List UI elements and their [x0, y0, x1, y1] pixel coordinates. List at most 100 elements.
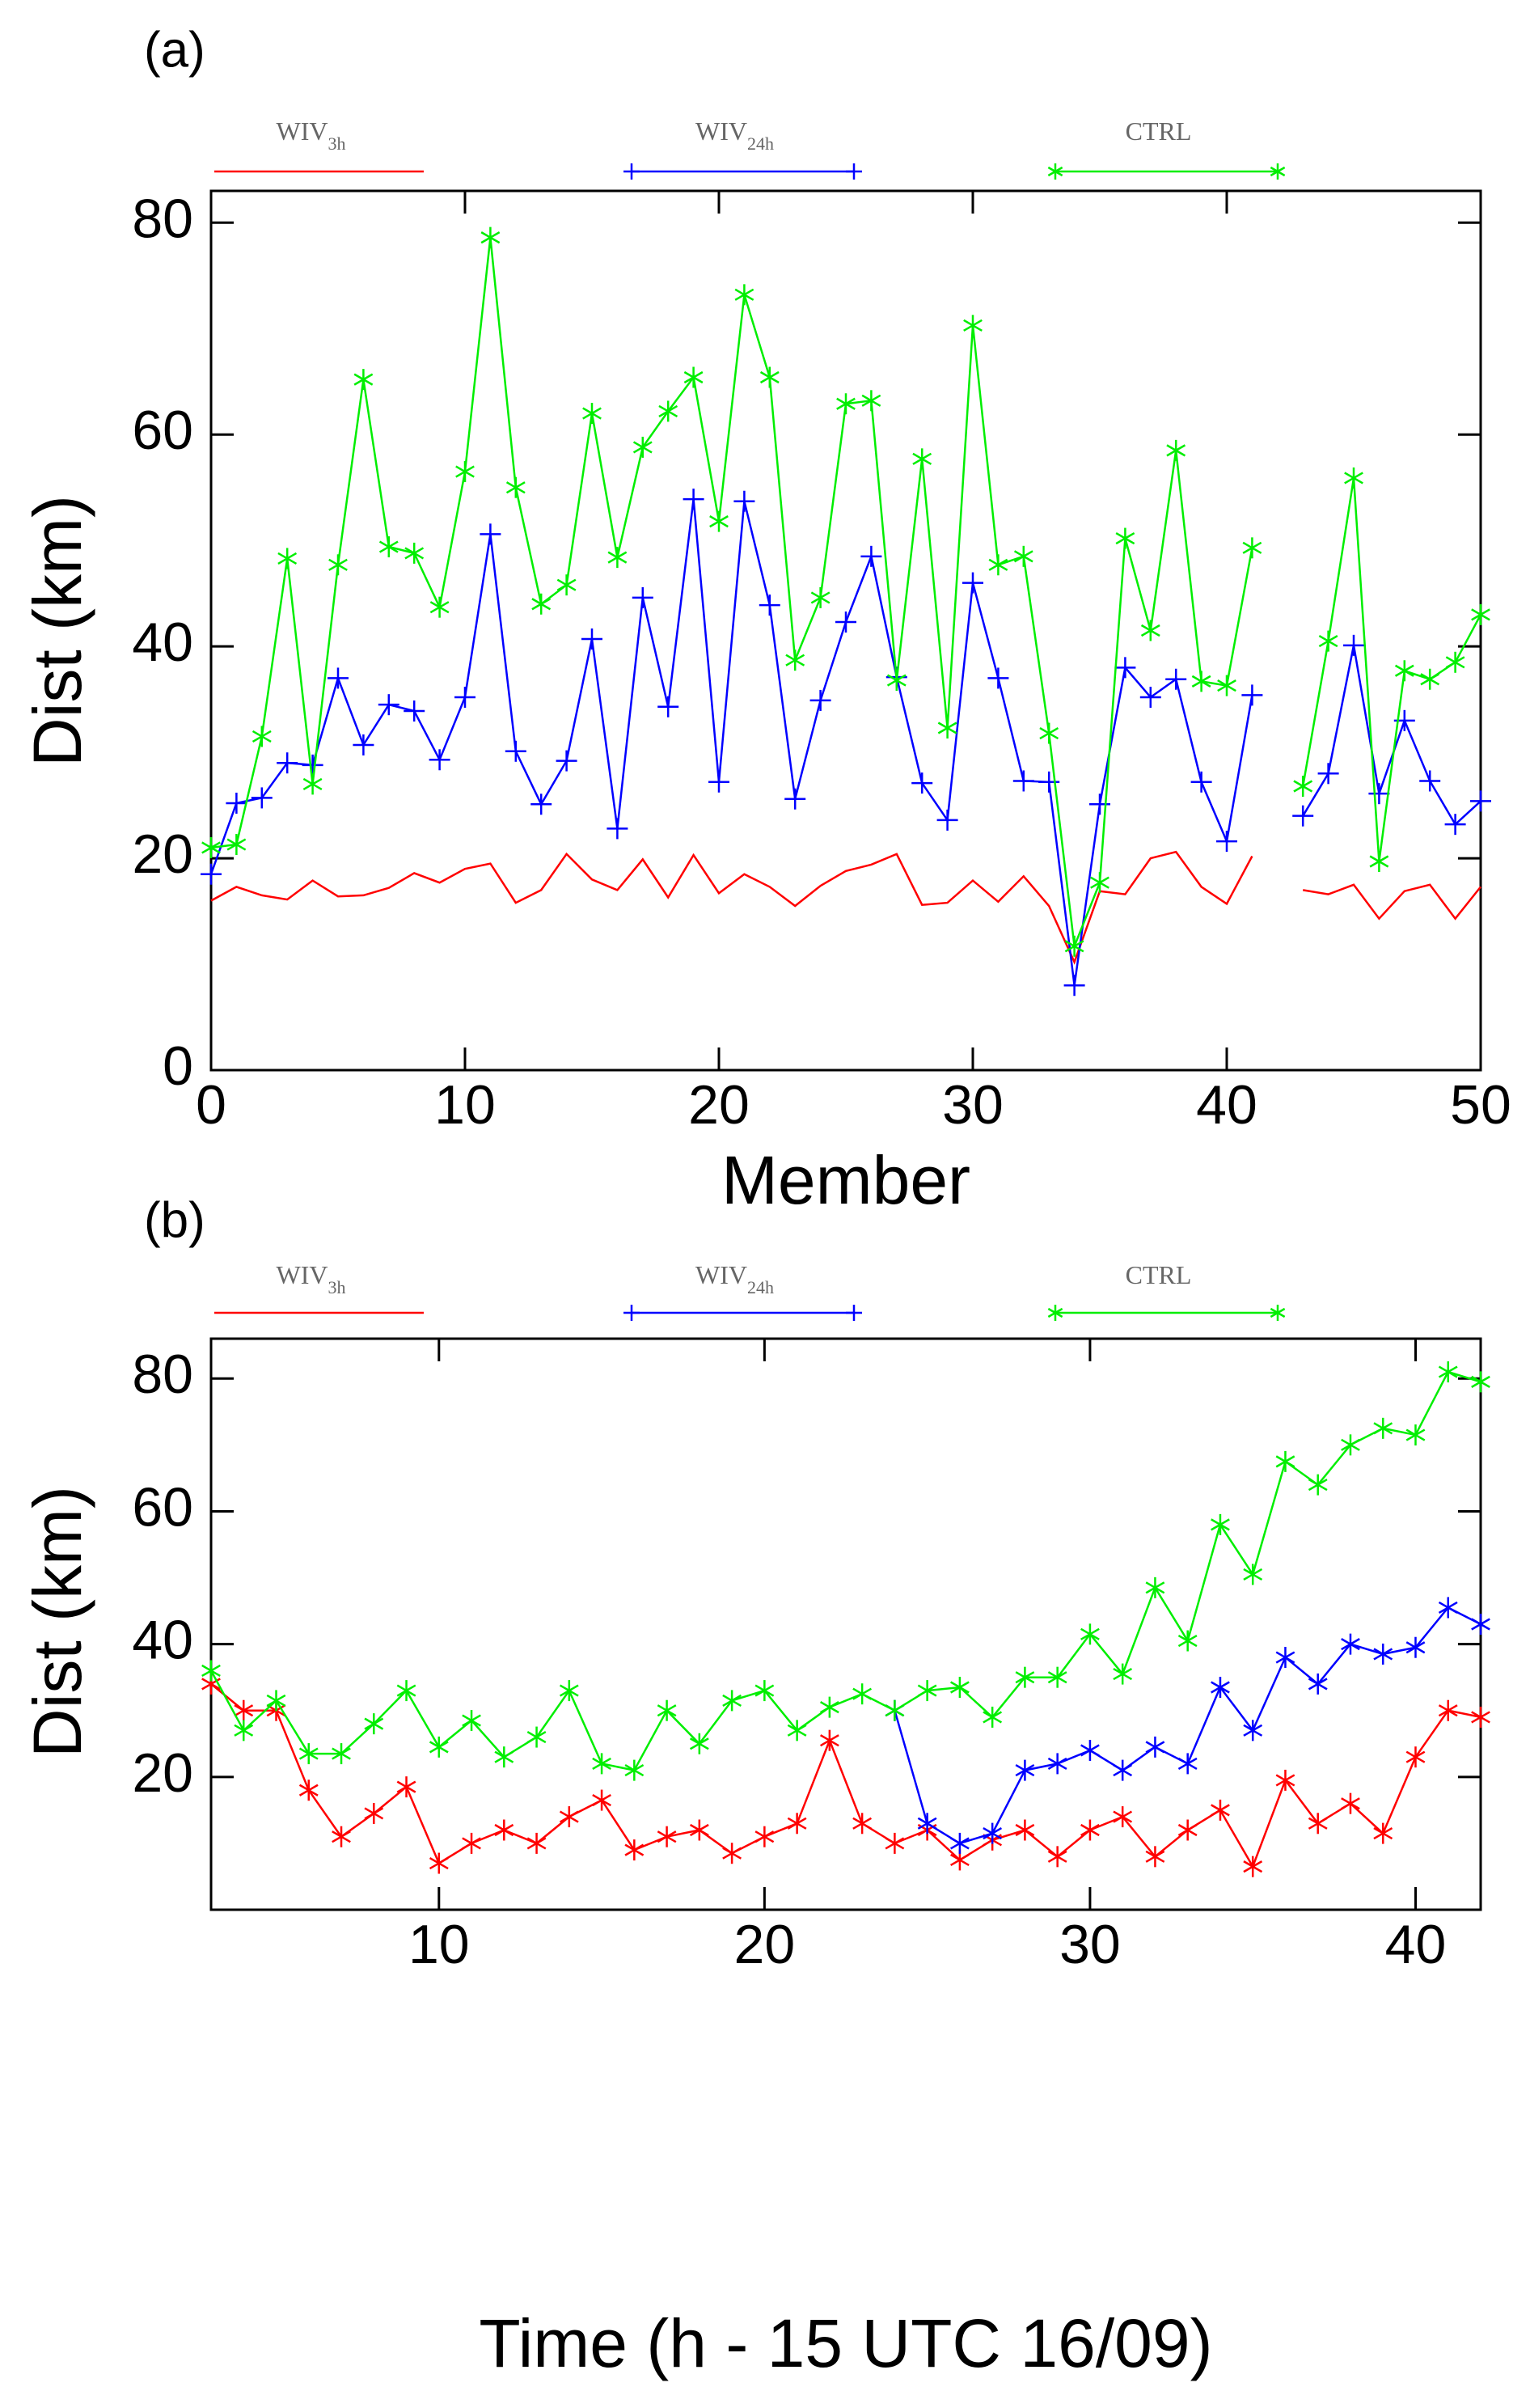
marker — [328, 554, 348, 576]
y-tick-label: 40 — [132, 612, 193, 673]
marker-stroke — [364, 1717, 384, 1730]
marker-stroke — [1217, 679, 1236, 692]
marker — [734, 284, 754, 306]
marker — [1064, 935, 1084, 957]
marker — [950, 1832, 970, 1854]
marker — [1177, 1630, 1198, 1652]
marker — [1420, 668, 1440, 690]
marker-stroke — [950, 1681, 970, 1694]
marker — [201, 1660, 221, 1682]
marker — [505, 476, 526, 498]
marker — [785, 650, 805, 671]
marker-stroke — [353, 373, 374, 386]
marker — [234, 1720, 254, 1741]
marker-stroke — [201, 841, 221, 854]
marker — [846, 1305, 862, 1321]
marker — [658, 400, 678, 422]
marker-stroke — [607, 551, 628, 564]
marker — [1115, 527, 1135, 549]
x-tick-label: 50 — [1450, 1074, 1511, 1136]
legend-label: CTRL — [1126, 1260, 1192, 1289]
marker — [1344, 467, 1363, 489]
marker — [302, 754, 323, 776]
marker — [1343, 634, 1364, 656]
marker — [1047, 1305, 1063, 1321]
marker-stroke — [1015, 1671, 1035, 1684]
marker — [1341, 1633, 1360, 1655]
marker-stroke — [1438, 1365, 1458, 1378]
marker — [950, 1676, 970, 1698]
marker — [201, 836, 221, 858]
legend-name: WIV — [695, 116, 747, 146]
marker — [1318, 630, 1338, 652]
marker — [556, 750, 577, 772]
marker-stroke — [1191, 675, 1211, 688]
marker-stroke — [234, 1724, 254, 1737]
marker-stroke — [657, 1830, 677, 1843]
marker — [494, 1746, 514, 1768]
marker-stroke — [1270, 166, 1286, 177]
marker-stroke — [1177, 1634, 1198, 1648]
marker-stroke — [1471, 608, 1490, 621]
marker-stroke — [1166, 444, 1186, 457]
x-axis-label: Time (h - 15 UTC 16/09) — [479, 2305, 1212, 2381]
marker-stroke — [754, 1830, 775, 1843]
marker-stroke — [787, 1817, 807, 1830]
x-tick-label: 30 — [942, 1074, 1004, 1136]
marker — [1270, 1305, 1286, 1321]
marker-stroke — [1064, 940, 1084, 953]
marker — [1015, 1819, 1035, 1841]
plot-frame — [209, 189, 1482, 1072]
marker-stroke — [988, 558, 1008, 571]
marker-stroke — [1445, 656, 1465, 669]
plot-frame — [209, 1337, 1482, 1911]
marker — [234, 1699, 254, 1721]
marker — [1140, 620, 1160, 641]
marker-stroke — [328, 558, 348, 571]
marker-stroke — [364, 1807, 384, 1820]
marker-stroke — [1405, 1428, 1426, 1441]
marker-stroke — [1405, 1750, 1426, 1763]
marker — [683, 489, 704, 510]
legend-subscript: 3h — [328, 133, 345, 154]
marker — [722, 1843, 742, 1864]
marker — [689, 1733, 709, 1754]
marker-stroke — [885, 1704, 905, 1717]
marker — [1015, 1666, 1035, 1688]
marker — [277, 548, 298, 569]
y-axis-label: Dist (km) — [19, 1486, 95, 1758]
marker — [632, 436, 653, 458]
marker-stroke — [787, 1724, 807, 1737]
marker-stroke — [963, 319, 983, 332]
marker — [1080, 1739, 1100, 1761]
marker-stroke — [1344, 472, 1363, 485]
marker — [526, 1832, 547, 1854]
marker-stroke — [852, 1687, 873, 1700]
marker — [962, 572, 983, 594]
marker-stroke — [983, 1711, 1003, 1724]
y-tick-label: 20 — [132, 823, 193, 885]
marker — [1275, 1450, 1295, 1472]
marker — [861, 390, 881, 412]
marker — [624, 1839, 645, 1861]
marker-stroke — [378, 540, 399, 553]
marker-stroke — [1115, 531, 1135, 545]
marker-stroke — [396, 1684, 416, 1697]
marker-stroke — [1471, 1375, 1490, 1388]
marker-stroke — [1275, 1455, 1295, 1468]
marker — [1139, 687, 1161, 709]
marker-stroke — [950, 1837, 970, 1850]
marker — [266, 1690, 286, 1712]
marker — [1373, 1822, 1393, 1844]
series-line — [210, 850, 1481, 965]
marker-stroke — [1438, 1704, 1458, 1717]
legend-label: CTRL — [1126, 116, 1192, 146]
marker-stroke — [396, 1780, 416, 1793]
x-tick-label: 10 — [434, 1074, 496, 1136]
marker — [1242, 537, 1262, 559]
marker — [607, 547, 628, 569]
legend-subscript: 24h — [747, 1277, 774, 1297]
y-axis-label: Dist (km) — [19, 495, 95, 767]
marker-stroke — [277, 552, 298, 565]
marker-stroke — [722, 1847, 742, 1860]
